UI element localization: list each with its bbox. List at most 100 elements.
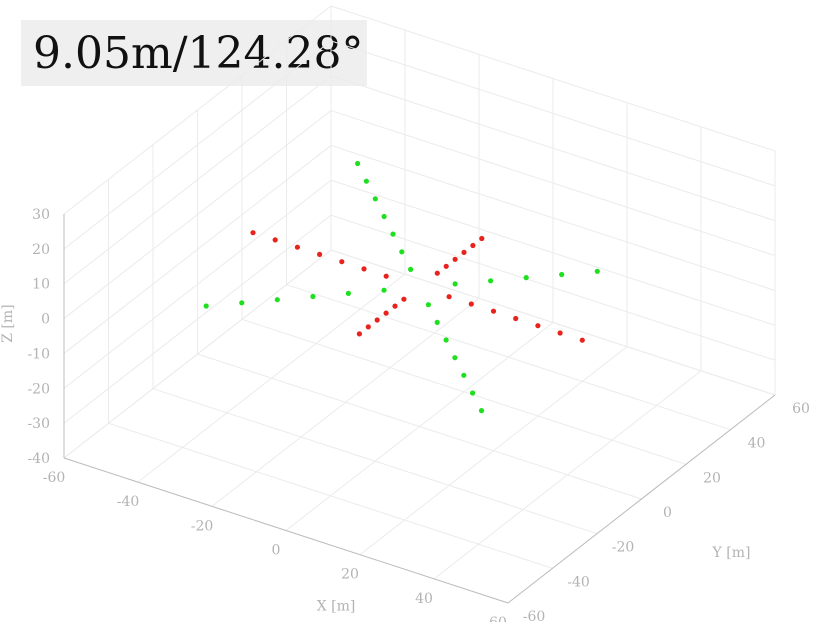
y-tick-label: -40 bbox=[567, 574, 590, 590]
x-tick-label: 60 bbox=[489, 615, 507, 622]
data-point-series-2 bbox=[470, 390, 476, 396]
axes-layer bbox=[63, 214, 776, 604]
data-point-series-2 bbox=[363, 178, 369, 184]
y-axis-line bbox=[507, 394, 776, 604]
data-point-series-1 bbox=[479, 235, 485, 242]
data-point-series-2 bbox=[452, 281, 458, 287]
y-tick-label: -60 bbox=[523, 609, 546, 622]
data-point-series-1 bbox=[490, 308, 497, 314]
data-point-series-2 bbox=[452, 355, 458, 361]
data-point-series-2 bbox=[478, 408, 485, 414]
z-tick-label: -40 bbox=[27, 451, 50, 467]
data-point-series-1 bbox=[392, 303, 398, 309]
data-point-series-1 bbox=[446, 294, 452, 300]
data-point-series-1 bbox=[339, 259, 345, 265]
back-wall-gridline-horizontal bbox=[63, 75, 332, 285]
x-tick-label: -20 bbox=[191, 518, 214, 534]
data-point-series-1 bbox=[579, 337, 585, 343]
data-point-series-1 bbox=[535, 323, 541, 329]
y-tick-label: 0 bbox=[663, 505, 672, 521]
data-point-series-1 bbox=[434, 270, 440, 276]
y-tick-label: -20 bbox=[612, 540, 635, 556]
x-axis-label: X [m] bbox=[317, 599, 356, 615]
back-wall-gridline-horizontal bbox=[63, 249, 332, 459]
data-point-series-2 bbox=[310, 293, 316, 300]
side-wall-gridline-horizontal bbox=[330, 5, 776, 152]
data-point-series-1 bbox=[356, 331, 362, 337]
back-wall-gridline-horizontal bbox=[63, 179, 332, 389]
floor-gridline-y bbox=[286, 284, 731, 431]
data-point-series-2 bbox=[345, 290, 351, 296]
x-tick-label: 0 bbox=[272, 543, 281, 559]
data-point-series-2 bbox=[488, 278, 494, 284]
data-point-series-1 bbox=[272, 237, 278, 243]
y-tick-label: 20 bbox=[703, 470, 721, 486]
back-wall-gridline-horizontal bbox=[63, 5, 332, 215]
data-point-series-2 bbox=[274, 297, 280, 303]
data-point-series-1 bbox=[250, 230, 256, 236]
data-point-series-2 bbox=[408, 266, 414, 272]
x-tick-label: -60 bbox=[43, 470, 66, 486]
y-axis-label: Y [m] bbox=[712, 545, 751, 561]
z-tick-label: -30 bbox=[27, 416, 50, 432]
data-point-series-2 bbox=[434, 319, 440, 325]
data-point-series-1 bbox=[461, 249, 467, 255]
floor-gridline-y bbox=[197, 353, 642, 500]
data-point-series-1 bbox=[452, 256, 458, 262]
side-wall-gridline-horizontal bbox=[330, 214, 776, 361]
points-layer bbox=[203, 160, 600, 414]
data-point-series-1 bbox=[317, 251, 323, 257]
data-point-series-1 bbox=[468, 301, 474, 307]
floor-gridline-y bbox=[152, 388, 598, 535]
data-point-series-1 bbox=[383, 310, 389, 316]
data-point-series-2 bbox=[381, 287, 387, 293]
title-box: 9.05m/124.28° bbox=[21, 20, 367, 86]
data-point-series-1 bbox=[557, 330, 563, 336]
z-tick-label: 30 bbox=[32, 207, 50, 223]
side-wall-gridline-horizontal bbox=[330, 249, 776, 396]
floor-gridline-y bbox=[108, 422, 553, 569]
z-axis-label: Z [m] bbox=[0, 304, 16, 342]
data-point-series-1 bbox=[513, 315, 519, 322]
x-tick-label: 20 bbox=[341, 567, 359, 583]
data-point-series-1 bbox=[443, 263, 449, 269]
z-tick-label: -10 bbox=[27, 346, 50, 362]
side-wall-gridline-horizontal bbox=[330, 179, 776, 326]
z-tick-label: 20 bbox=[32, 242, 50, 258]
data-point-series-2 bbox=[381, 213, 387, 220]
labels-layer: -60 -40 -20 0 20 40 60 -60 -40 -20 0 20 40 60 -40 -30 -2… bbox=[0, 207, 810, 622]
data-point-series-1 bbox=[383, 273, 389, 279]
data-point-series-2 bbox=[372, 196, 378, 202]
x-axis-line bbox=[63, 457, 509, 604]
back-wall-gridline-horizontal bbox=[63, 214, 332, 424]
data-point-series-2 bbox=[390, 231, 396, 237]
side-wall-gridline-horizontal bbox=[330, 110, 776, 257]
side-wall-gridline-horizontal bbox=[330, 40, 776, 187]
back-wall-gridline-horizontal bbox=[63, 40, 332, 250]
y-tick-label: 40 bbox=[748, 436, 766, 452]
side-wall-gridline-horizontal bbox=[330, 75, 776, 222]
data-point-series-2 bbox=[203, 303, 209, 309]
back-wall-gridline-horizontal bbox=[63, 145, 332, 354]
data-point-series-2 bbox=[399, 249, 405, 255]
data-point-series-2 bbox=[425, 302, 431, 308]
data-point-series-2 bbox=[239, 300, 245, 306]
data-point-series-1 bbox=[361, 266, 367, 272]
data-point-series-1 bbox=[401, 296, 407, 302]
floor-gridline-y bbox=[241, 318, 687, 465]
data-point-series-2 bbox=[443, 337, 449, 343]
data-point-series-2 bbox=[559, 271, 565, 278]
data-point-series-1 bbox=[470, 242, 476, 249]
data-point-series-1 bbox=[365, 324, 371, 330]
data-point-series-2 bbox=[594, 268, 600, 274]
side-wall-gridline-horizontal bbox=[330, 144, 776, 291]
data-point-series-2 bbox=[355, 160, 361, 167]
y-tick-label: 60 bbox=[792, 401, 810, 417]
z-tick-label: 10 bbox=[32, 277, 50, 293]
chart-title: 9.05m/124.28° bbox=[33, 27, 364, 79]
data-point-series-1 bbox=[374, 317, 380, 323]
x-tick-label: 40 bbox=[415, 591, 433, 607]
data-point-series-2 bbox=[461, 372, 467, 378]
data-point-series-2 bbox=[523, 275, 529, 281]
